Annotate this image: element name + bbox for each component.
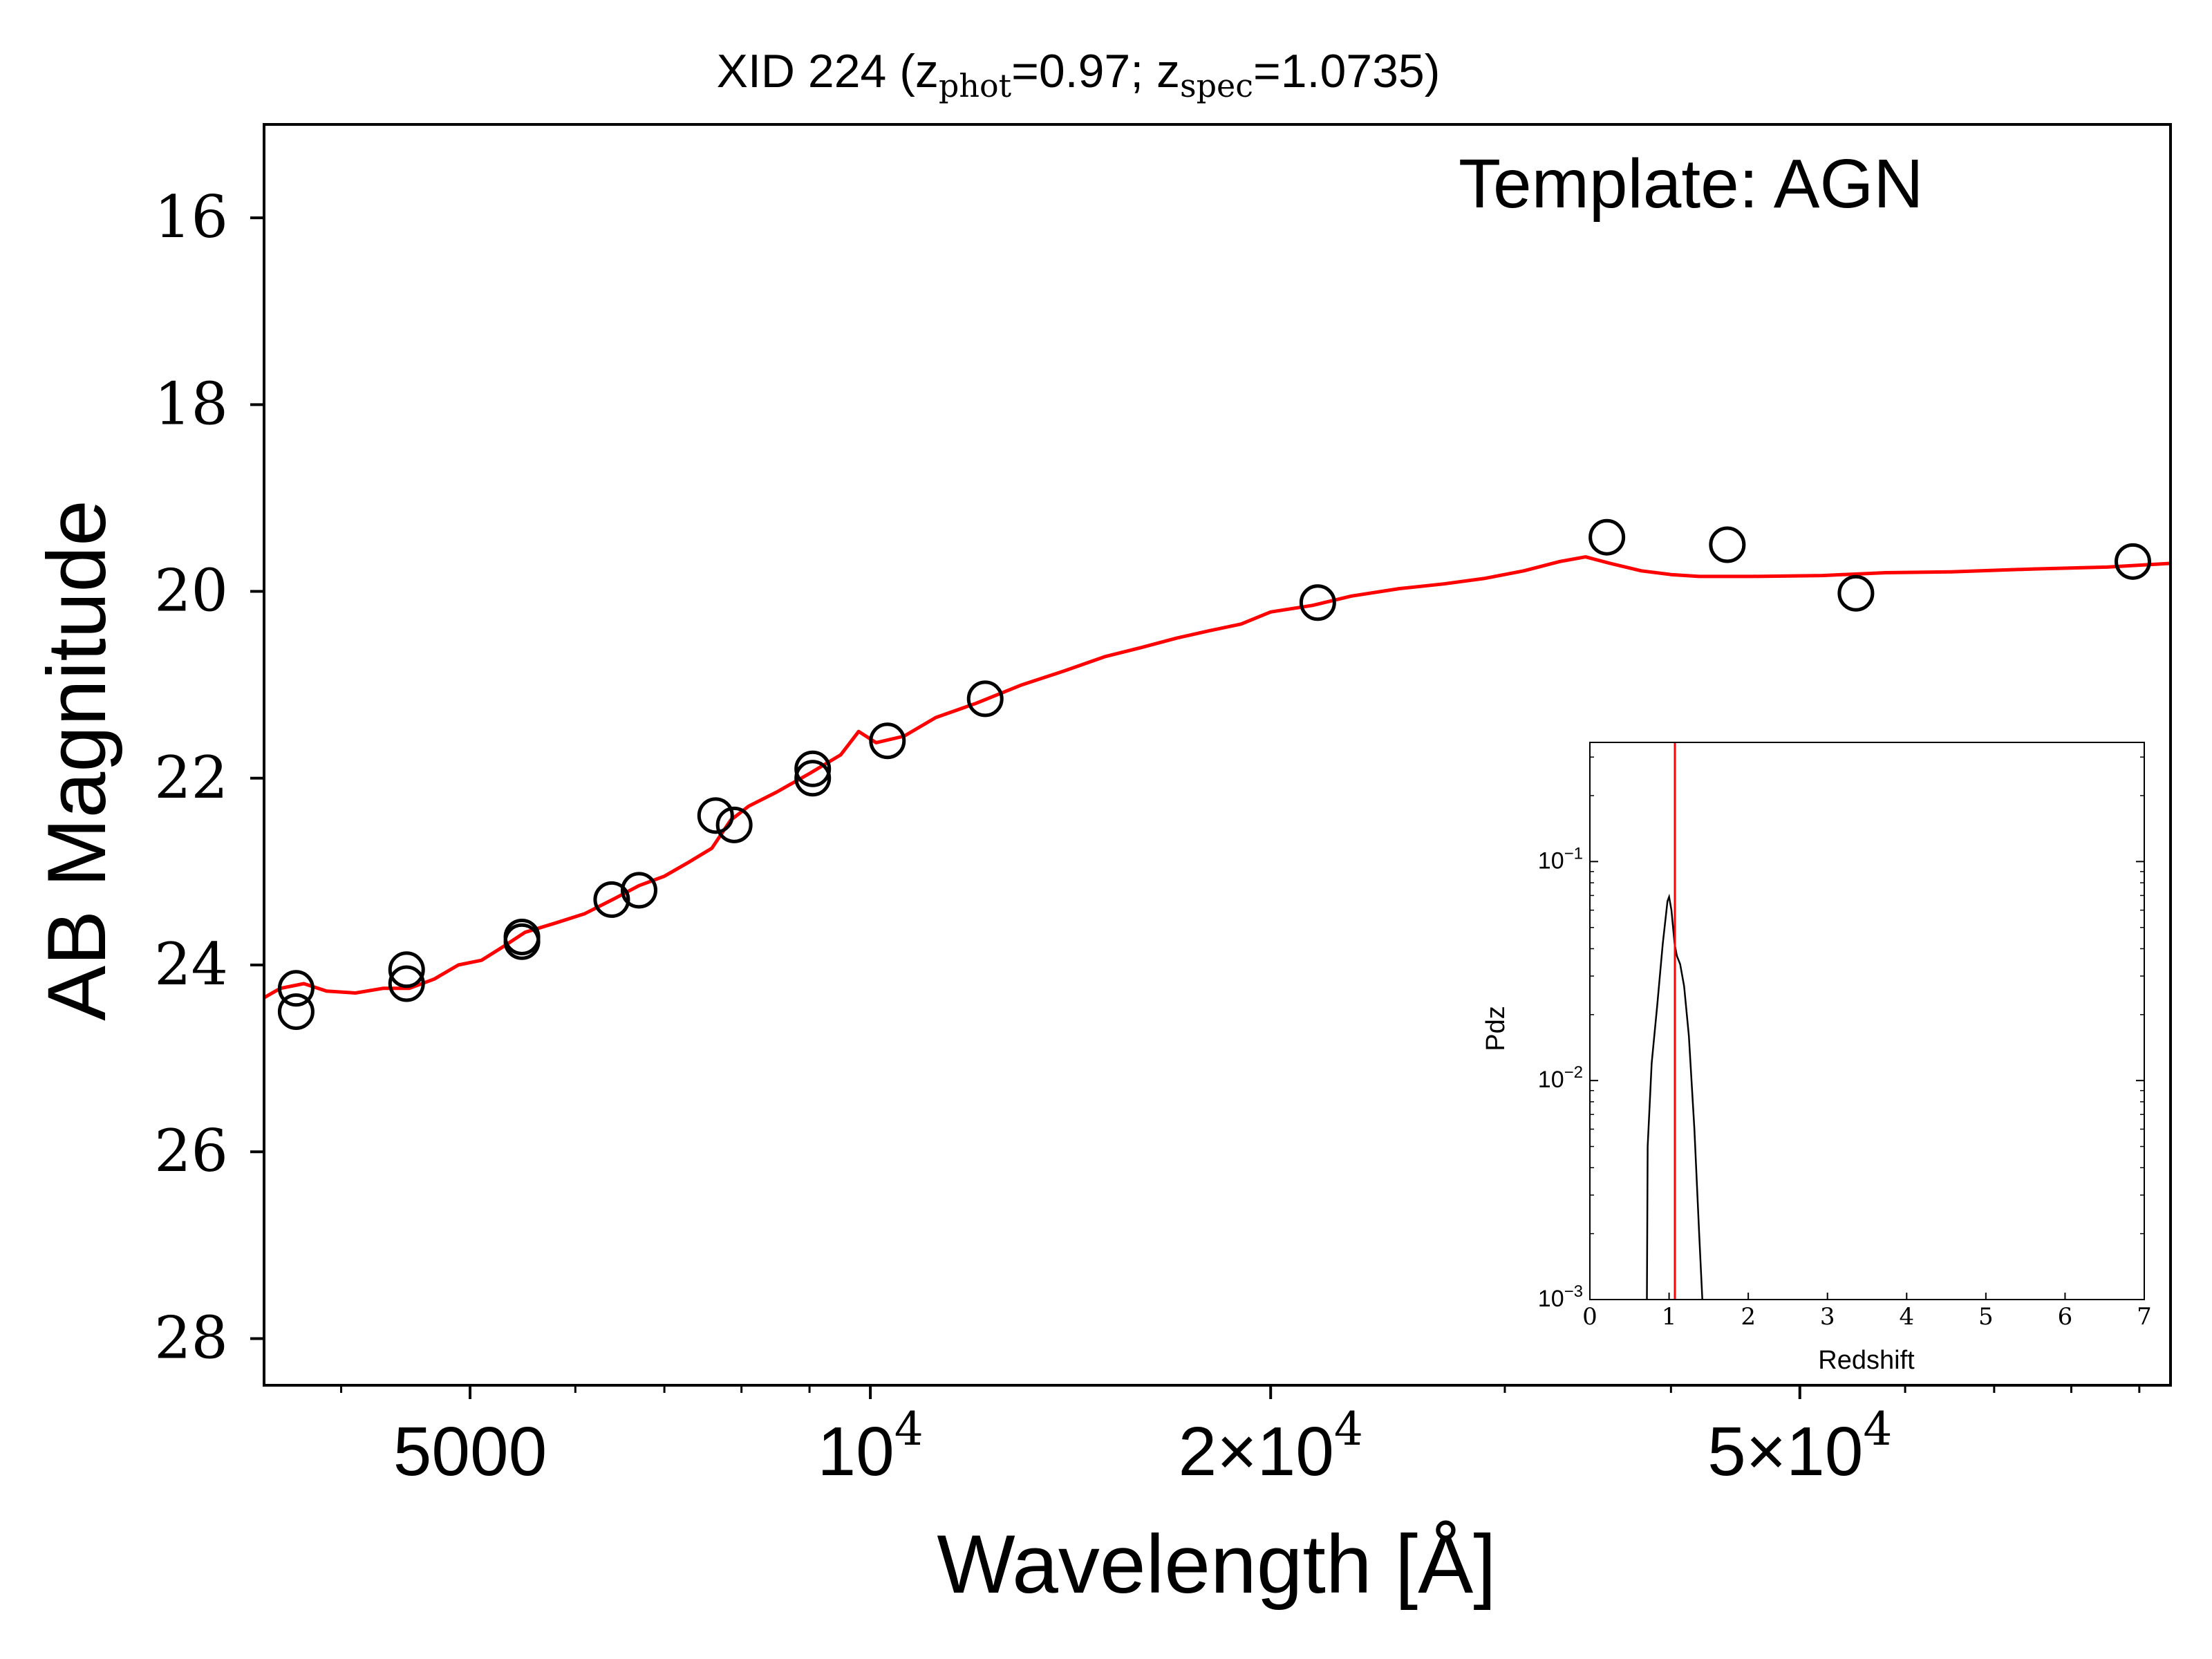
photometry-point-15 — [1588, 518, 1626, 556]
y-tick-label: 28 — [154, 1304, 228, 1371]
inset-y-tick-label: 10−2 — [1538, 1063, 1583, 1093]
photometry-point-0 — [277, 993, 315, 1031]
photometry-point-7 — [621, 872, 658, 909]
photometry-point-5 — [503, 918, 541, 955]
chart-title: XID 224 (zphot=0.97; zspec=1.0735) — [717, 45, 1441, 104]
inset-x-tick-label: 0 — [1582, 1303, 1597, 1331]
x-tick-label: 5000 — [393, 1413, 547, 1490]
title-mid: =0.97; z — [1011, 45, 1180, 97]
pdz-inset: 0 1 2 3 4 5 6 7 10−3 10−2 10−1 Redshift Pdz — [1465, 719, 2164, 1381]
template-series — [263, 555, 2171, 1000]
inset-frame — [1589, 742, 2145, 1300]
photometry-point-14 — [1299, 584, 1336, 621]
inset-x-tick-label: 5 — [1978, 1303, 1994, 1331]
photometry-point-17 — [1837, 574, 1875, 612]
main-ylabel: AB Magnitude — [30, 500, 123, 1021]
inset-y-tick-label: 10−3 — [1538, 1282, 1583, 1312]
inset-y-tick-label: 10−1 — [1538, 844, 1583, 874]
template-line — [263, 555, 2171, 1000]
main-plot-frame — [263, 123, 2172, 1387]
inset-x-tick-label: 3 — [1820, 1303, 1835, 1331]
title-sub-spec: spec — [1180, 67, 1253, 104]
inset-x-tick-label: 1 — [1662, 1303, 1677, 1331]
photometry-series — [277, 518, 2151, 1031]
inset-background — [1465, 719, 2164, 1381]
photometry-point-10 — [794, 760, 832, 797]
template-annotation: Template: AGN — [1459, 145, 1924, 223]
y-tick-label: 18 — [154, 370, 228, 438]
x-tick-label: 5×104 — [1707, 1403, 1892, 1490]
photometry-point-6 — [593, 881, 630, 918]
inset-curves — [1646, 742, 1703, 1300]
photometry-point-9 — [715, 806, 753, 843]
main-xlabel: Wavelength [Å] — [937, 1518, 1496, 1611]
photometry-point-8 — [697, 797, 734, 834]
photometry-point-2 — [388, 965, 425, 1002]
y-tick-label: 16 — [154, 183, 228, 251]
y-tick-label: 26 — [154, 1117, 228, 1185]
photometry-point-3 — [388, 951, 425, 988]
inset-ylabel: Pdz — [1481, 1006, 1510, 1051]
x-tick-label: 2×104 — [1179, 1403, 1363, 1490]
inset-x-tick-label: 7 — [2137, 1303, 2152, 1331]
y-tick-label: 24 — [154, 930, 228, 998]
inset-ticks: 0 1 2 3 4 5 6 7 10−3 10−2 10−1 — [1538, 756, 2152, 1331]
photometry-point-11 — [794, 750, 832, 787]
y-tick-label: 22 — [154, 744, 228, 812]
inset-x-tick-label: 6 — [2058, 1303, 2073, 1331]
pdz-curve — [1646, 893, 1703, 1300]
photometry-point-13 — [966, 680, 1004, 718]
inset-xlabel: Redshift — [1818, 1346, 1915, 1375]
inset-x-tick-label: 4 — [1899, 1303, 1914, 1331]
title-sub-phot: phot — [939, 67, 1012, 104]
title-end: =1.0735) — [1253, 45, 1440, 97]
photometry-point-12 — [869, 722, 906, 760]
title-main: XID 224 (z — [717, 45, 939, 97]
photometry-point-16 — [1709, 526, 1746, 563]
x-tick-label: 104 — [817, 1403, 923, 1490]
inset-x-tick-label: 2 — [1741, 1303, 1756, 1331]
photometry-point-1 — [277, 970, 315, 1007]
photometry-point-18 — [2114, 543, 2151, 580]
y-tick-label: 20 — [154, 557, 228, 625]
